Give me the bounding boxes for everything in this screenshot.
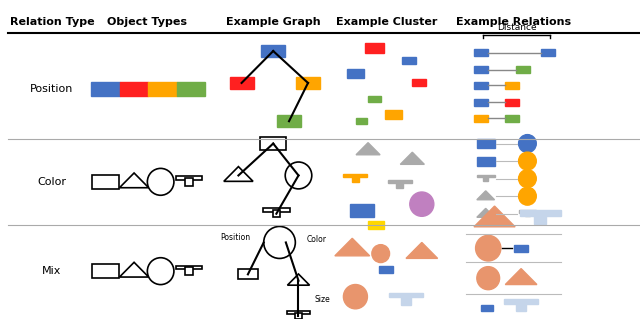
Text: Color: Color [37,177,67,187]
Ellipse shape [410,192,434,216]
Polygon shape [120,262,148,277]
FancyBboxPatch shape [520,210,561,216]
FancyBboxPatch shape [92,175,119,189]
Ellipse shape [285,162,312,189]
FancyBboxPatch shape [238,269,258,279]
Polygon shape [356,143,380,155]
FancyBboxPatch shape [176,266,202,269]
Ellipse shape [344,285,367,309]
Text: Example Relations: Example Relations [456,17,571,27]
Polygon shape [400,152,424,164]
FancyBboxPatch shape [516,301,526,311]
FancyBboxPatch shape [356,118,367,124]
FancyBboxPatch shape [477,175,495,177]
Text: Relation Type: Relation Type [10,17,94,27]
Polygon shape [506,269,537,285]
Ellipse shape [518,187,536,205]
FancyBboxPatch shape [506,82,519,89]
FancyBboxPatch shape [474,99,488,106]
Ellipse shape [147,258,174,285]
FancyBboxPatch shape [506,115,519,122]
Polygon shape [287,274,310,285]
FancyBboxPatch shape [277,115,301,127]
FancyBboxPatch shape [402,57,416,64]
Ellipse shape [476,235,501,261]
Ellipse shape [264,226,295,258]
Polygon shape [477,191,495,200]
FancyBboxPatch shape [385,110,402,119]
FancyBboxPatch shape [263,208,290,212]
FancyBboxPatch shape [296,313,301,319]
Text: Mix: Mix [42,266,61,276]
FancyBboxPatch shape [504,299,538,304]
FancyBboxPatch shape [347,69,364,78]
FancyBboxPatch shape [186,267,193,275]
FancyBboxPatch shape [349,204,374,217]
FancyBboxPatch shape [261,45,285,57]
FancyBboxPatch shape [388,293,424,298]
FancyBboxPatch shape [287,311,310,314]
FancyBboxPatch shape [477,157,495,166]
Text: Position: Position [220,233,250,242]
FancyBboxPatch shape [483,176,488,181]
FancyBboxPatch shape [273,210,280,218]
FancyBboxPatch shape [518,210,536,212]
FancyBboxPatch shape [368,96,381,102]
Ellipse shape [518,170,536,188]
FancyBboxPatch shape [474,82,488,89]
FancyBboxPatch shape [260,137,287,150]
Polygon shape [335,238,370,256]
Ellipse shape [372,245,390,263]
Polygon shape [474,206,515,227]
Ellipse shape [477,267,500,290]
FancyBboxPatch shape [516,66,530,73]
Text: Object Types: Object Types [107,17,187,27]
FancyBboxPatch shape [344,174,367,177]
FancyBboxPatch shape [352,175,359,182]
FancyBboxPatch shape [506,99,519,106]
FancyBboxPatch shape [401,295,411,305]
FancyBboxPatch shape [230,77,253,89]
FancyBboxPatch shape [388,180,412,183]
FancyBboxPatch shape [474,66,488,73]
Text: Distance: Distance [497,23,536,32]
FancyBboxPatch shape [176,176,202,180]
Polygon shape [477,208,495,217]
FancyBboxPatch shape [474,115,488,122]
FancyBboxPatch shape [514,245,528,252]
Text: Example Cluster: Example Cluster [337,17,438,27]
FancyBboxPatch shape [177,82,205,96]
FancyBboxPatch shape [186,178,193,186]
FancyBboxPatch shape [477,139,495,148]
Text: Color: Color [306,235,326,244]
FancyBboxPatch shape [148,82,177,96]
FancyBboxPatch shape [296,77,320,89]
FancyBboxPatch shape [379,266,393,273]
FancyBboxPatch shape [534,213,546,224]
FancyBboxPatch shape [396,182,403,188]
FancyBboxPatch shape [525,211,530,216]
FancyBboxPatch shape [92,264,119,278]
Ellipse shape [518,135,536,152]
Text: Position: Position [30,84,74,94]
FancyBboxPatch shape [92,82,120,96]
Polygon shape [120,173,148,188]
FancyBboxPatch shape [412,79,426,86]
Ellipse shape [518,152,536,170]
FancyBboxPatch shape [541,49,556,56]
FancyBboxPatch shape [474,49,488,56]
FancyBboxPatch shape [120,82,148,96]
FancyBboxPatch shape [365,43,384,53]
Ellipse shape [147,168,174,195]
Polygon shape [224,167,253,181]
FancyBboxPatch shape [368,221,383,229]
Text: Size: Size [315,295,330,304]
Polygon shape [406,242,438,258]
FancyBboxPatch shape [481,305,493,311]
Text: Example Graph: Example Graph [226,17,321,27]
